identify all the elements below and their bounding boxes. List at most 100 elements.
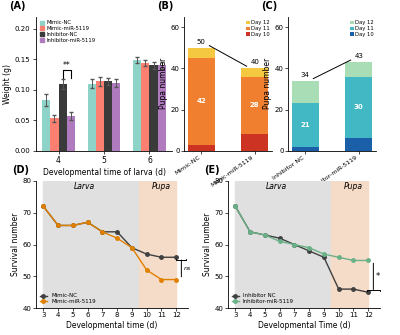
Inhibitor NC xyxy=(366,290,370,294)
Inhibitor NC xyxy=(233,204,238,208)
Text: Larva: Larva xyxy=(74,182,95,191)
Inhibitor NC xyxy=(322,255,326,259)
X-axis label: Developmental Time (d): Developmental Time (d) xyxy=(258,321,350,330)
Bar xyxy=(292,147,319,151)
Mimic-NC xyxy=(115,230,120,234)
Bar xyxy=(50,119,58,151)
Y-axis label: Weight (g): Weight (g) xyxy=(3,64,12,104)
Legend: Mimic-NC, Mimic-miR-5119, Inhibitor-NC, Inhibitor-miR-5119: Mimic-NC, Mimic-miR-5119, Inhibitor-NC, … xyxy=(39,19,97,44)
Bar xyxy=(42,100,50,151)
Bar xyxy=(88,84,96,151)
Legend: Inhibitor NC, Inhibitor-miR-5119: Inhibitor NC, Inhibitor-miR-5119 xyxy=(231,292,295,306)
Y-axis label: Pupa number: Pupa number xyxy=(159,58,168,109)
X-axis label: Developmental time (d): Developmental time (d) xyxy=(66,321,158,330)
Bar xyxy=(331,181,368,308)
Bar xyxy=(43,181,139,308)
Bar xyxy=(188,48,215,58)
Mimic-NC xyxy=(130,246,134,250)
Mimic-NC xyxy=(100,230,105,234)
Y-axis label: Survival number: Survival number xyxy=(11,213,20,276)
Mimic-NC xyxy=(85,220,90,224)
Bar xyxy=(158,65,166,151)
Inhibitor NC xyxy=(292,243,297,247)
Legend: Day 12, Day 11, Day 10: Day 12, Day 11, Day 10 xyxy=(244,19,271,38)
Bar xyxy=(345,62,372,76)
Mimic-NC xyxy=(56,223,60,227)
Line: Inhibitor NC: Inhibitor NC xyxy=(234,205,370,294)
Text: (D): (D) xyxy=(12,165,29,175)
Inhibitor NC xyxy=(277,236,282,240)
Inhibitor NC xyxy=(248,230,252,234)
Bar xyxy=(112,83,120,151)
Text: 34: 34 xyxy=(301,72,310,78)
Mimic-NC xyxy=(70,223,75,227)
Mimic-miR-5119 xyxy=(130,246,134,250)
Text: 30: 30 xyxy=(354,105,364,111)
Text: (E): (E) xyxy=(204,165,219,175)
Line: Mimic-NC: Mimic-NC xyxy=(42,205,178,259)
Text: ns: ns xyxy=(184,266,191,271)
Text: *: * xyxy=(376,272,380,281)
Text: 40: 40 xyxy=(250,59,259,65)
Bar xyxy=(188,58,215,145)
Text: **: ** xyxy=(63,61,71,70)
Mimic-miR-5119 xyxy=(115,236,120,240)
Inhibitor-miR-5119 xyxy=(248,230,252,234)
Bar xyxy=(58,84,67,151)
Mimic-miR-5119 xyxy=(159,277,164,281)
Bar xyxy=(139,181,176,308)
Inhibitor NC xyxy=(307,249,312,253)
Inhibitor-miR-5119 xyxy=(366,259,370,263)
Bar xyxy=(292,81,319,103)
Bar xyxy=(241,68,268,76)
Mimic-miR-5119 xyxy=(41,204,46,208)
Bar xyxy=(188,145,215,151)
Text: Pupa: Pupa xyxy=(344,182,363,191)
Mimic-miR-5119 xyxy=(85,220,90,224)
Mimic-NC xyxy=(159,255,164,259)
Bar xyxy=(345,76,372,138)
Inhibitor-miR-5119 xyxy=(336,255,341,259)
Text: 28: 28 xyxy=(250,103,260,109)
Mimic-miR-5119 xyxy=(70,223,75,227)
Bar xyxy=(292,103,319,147)
Mimic-NC xyxy=(174,255,178,259)
Bar xyxy=(133,60,141,151)
Inhibitor NC xyxy=(336,287,341,291)
Legend: Day 12, Day 11, Day 10: Day 12, Day 11, Day 10 xyxy=(348,19,375,38)
Text: (A): (A) xyxy=(9,1,25,11)
Inhibitor-miR-5119 xyxy=(292,243,297,247)
Mimic-NC xyxy=(144,252,149,256)
Mimic-miR-5119 xyxy=(144,268,149,272)
Bar xyxy=(141,63,150,151)
Y-axis label: Pupa number: Pupa number xyxy=(263,58,272,109)
Text: 42: 42 xyxy=(196,98,206,104)
Legend: Mimic-NC, Mimic-miR-5119: Mimic-NC, Mimic-miR-5119 xyxy=(39,292,97,306)
X-axis label: Developmental time of larva (d): Developmental time of larva (d) xyxy=(42,168,166,177)
Bar xyxy=(96,81,104,151)
Line: Mimic-miR-5119: Mimic-miR-5119 xyxy=(42,205,178,281)
Text: 21: 21 xyxy=(300,122,310,128)
Mimic-miR-5119 xyxy=(100,230,105,234)
Inhibitor NC xyxy=(262,233,267,237)
Bar xyxy=(235,181,331,308)
Text: (C): (C) xyxy=(262,1,278,11)
Bar xyxy=(67,116,75,151)
Bar xyxy=(241,134,268,151)
Text: (B): (B) xyxy=(158,1,174,11)
Text: 50: 50 xyxy=(197,39,206,45)
Inhibitor-miR-5119 xyxy=(277,239,282,243)
Inhibitor-miR-5119 xyxy=(233,204,238,208)
Text: Larva: Larva xyxy=(266,182,287,191)
Bar xyxy=(150,65,158,151)
Inhibitor-miR-5119 xyxy=(322,252,326,256)
Bar xyxy=(345,138,372,151)
Bar xyxy=(104,81,112,151)
Inhibitor-miR-5119 xyxy=(307,246,312,250)
Y-axis label: Survival number: Survival number xyxy=(203,213,212,276)
Inhibitor-miR-5119 xyxy=(351,259,356,263)
Line: Inhibitor-miR-5119: Inhibitor-miR-5119 xyxy=(234,205,370,262)
Inhibitor NC xyxy=(351,287,356,291)
Mimic-miR-5119 xyxy=(174,277,178,281)
Inhibitor-miR-5119 xyxy=(262,233,267,237)
